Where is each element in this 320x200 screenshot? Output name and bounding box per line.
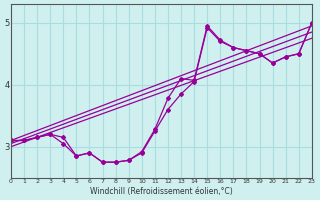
X-axis label: Windchill (Refroidissement éolien,°C): Windchill (Refroidissement éolien,°C) bbox=[90, 187, 233, 196]
